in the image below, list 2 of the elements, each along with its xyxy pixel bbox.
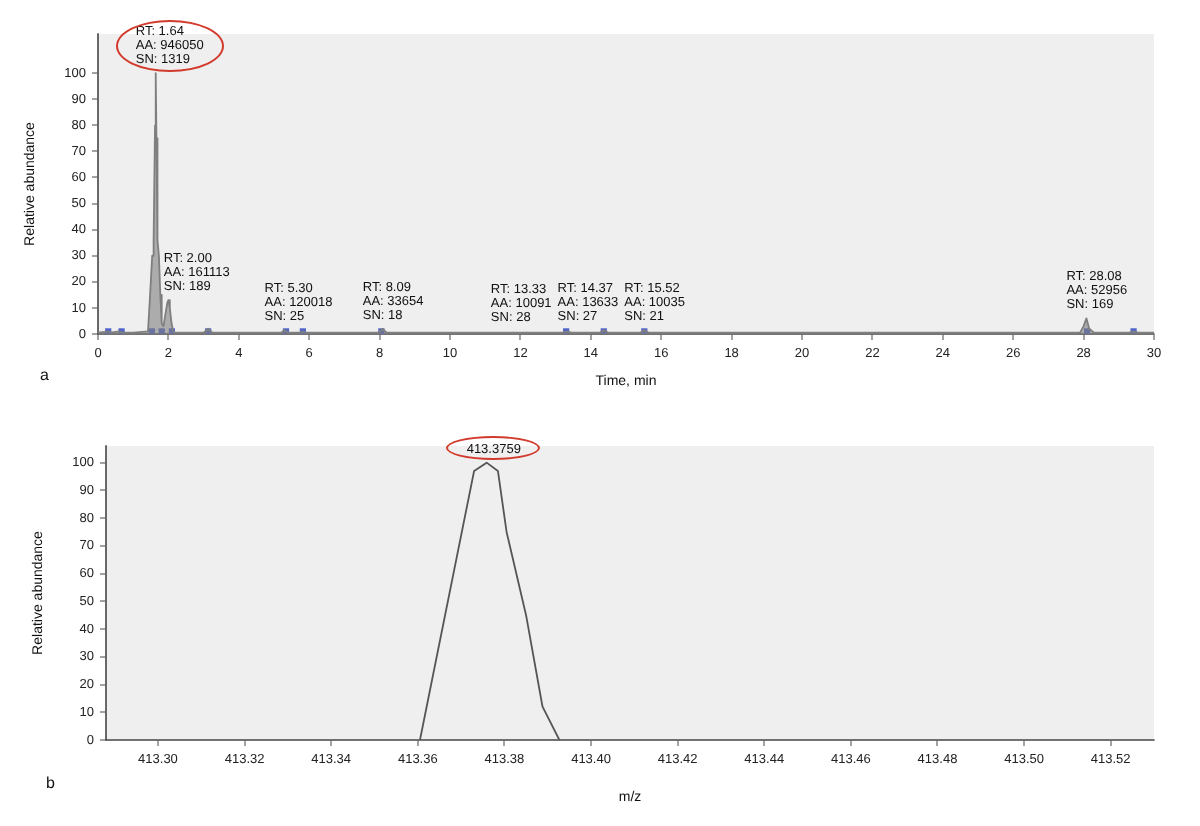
- text: a: [40, 366, 50, 385]
- text: b: [46, 774, 56, 793]
